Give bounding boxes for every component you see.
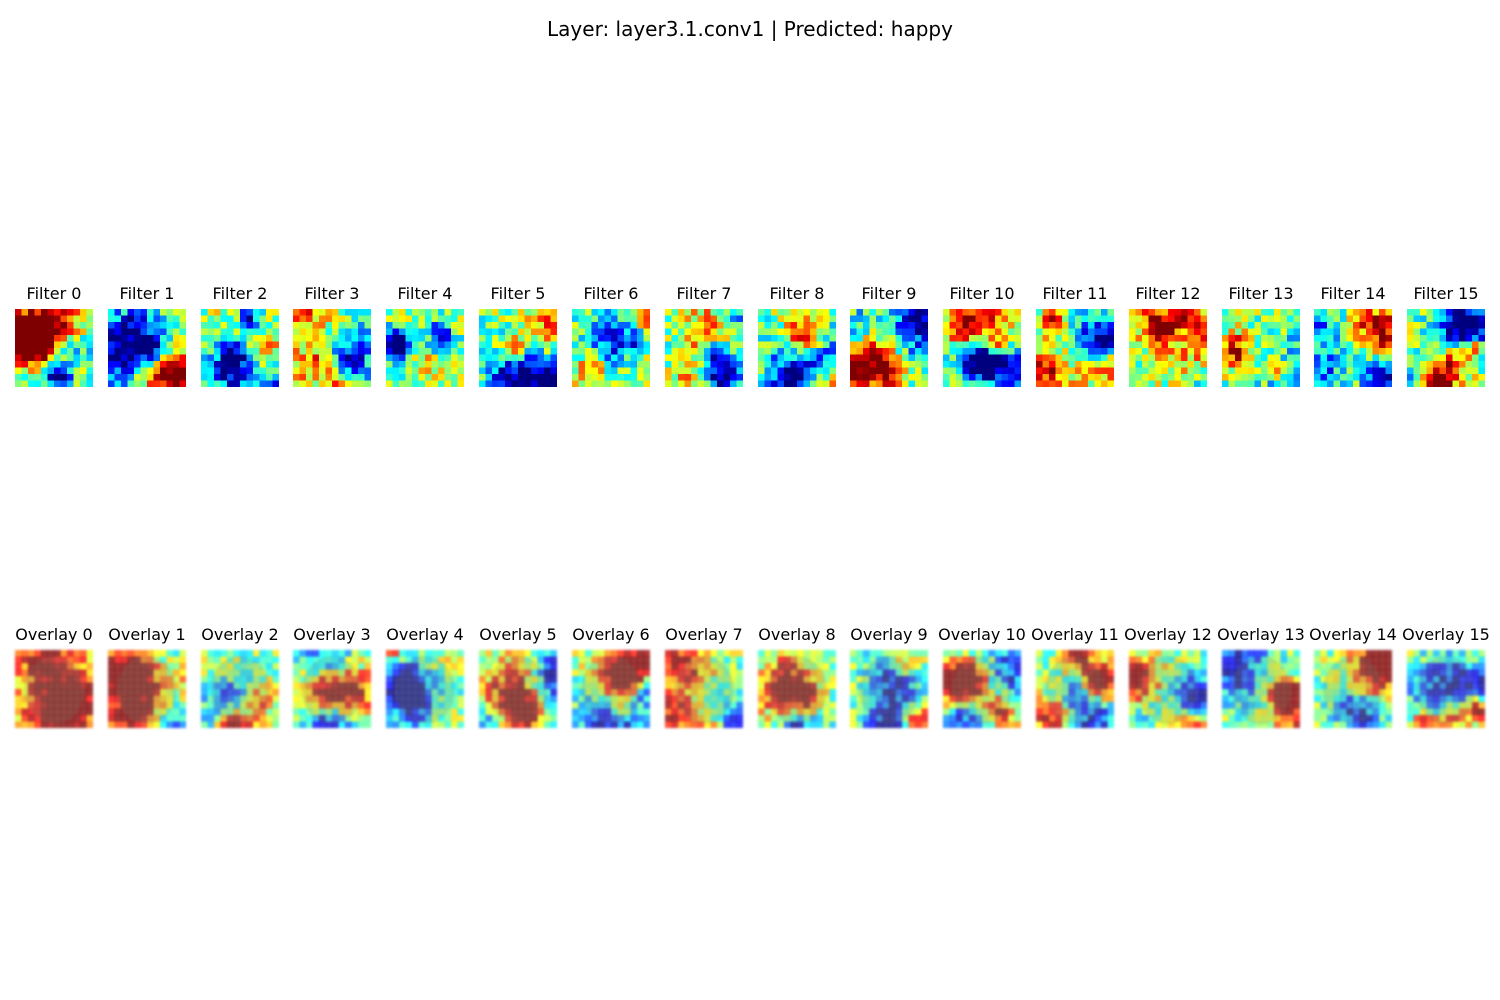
filter-activation-map [572,309,650,387]
overlay-title: Overlay 1 [108,625,186,644]
filter-title: Filter 8 [769,284,825,303]
overlay-heatmap-image [943,650,1021,728]
filter-activation-map [758,309,836,387]
overlay-title: Overlay 12 [1124,625,1212,644]
filter-activation-map [386,309,464,387]
overlay-title: Overlay 2 [201,625,279,644]
overlay-heatmap-image [850,650,928,728]
filter-activation-map [665,309,743,387]
filter-title: Filter 9 [861,284,917,303]
filter-activation-map [850,309,928,387]
overlay-heatmap-image [108,650,186,728]
filter-activation-map [108,309,186,387]
figure-title: Layer: layer3.1.conv1 | Predicted: happy [547,17,953,41]
overlay-title: Overlay 5 [479,625,557,644]
overlay-title: Overlay 11 [1031,625,1119,644]
overlay-heatmap-image [1036,650,1114,728]
filter-activation-map [1222,309,1300,387]
overlay-title: Overlay 6 [572,625,650,644]
overlay-heatmap-image [1222,650,1300,728]
filter-activation-map [201,309,279,387]
overlay-heatmap-image [386,650,464,728]
overlay-heatmap-image [15,650,93,728]
overlay-heatmap-image [758,650,836,728]
filter-activation-map [1407,309,1485,387]
filter-activation-map [293,309,371,387]
overlay-heatmap-image [572,650,650,728]
filter-title: Filter 10 [949,284,1015,303]
filter-activation-map [1036,309,1114,387]
overlay-heatmap-image [1129,650,1207,728]
filter-activation-map [943,309,1021,387]
overlay-heatmap-image [1407,650,1485,728]
filter-title: Filter 3 [304,284,360,303]
overlay-title: Overlay 0 [15,625,93,644]
overlay-title: Overlay 10 [938,625,1026,644]
overlay-title: Overlay 8 [758,625,836,644]
filter-title: Filter 14 [1320,284,1386,303]
overlay-title: Overlay 3 [293,625,371,644]
filter-title: Filter 15 [1413,284,1479,303]
overlay-title: Overlay 7 [665,625,743,644]
filter-title: Filter 12 [1135,284,1201,303]
overlay-heatmap-image [201,650,279,728]
overlay-title: Overlay 4 [386,625,464,644]
filter-title: Filter 4 [397,284,453,303]
overlay-title: Overlay 14 [1309,625,1397,644]
overlay-title: Overlay 13 [1217,625,1305,644]
filter-title: Filter 2 [212,284,268,303]
overlay-title: Overlay 9 [850,625,928,644]
filter-activation-map [479,309,557,387]
filter-activation-map [15,309,93,387]
overlay-heatmap-image [1314,650,1392,728]
filter-title: Filter 7 [676,284,732,303]
filter-title: Filter 5 [490,284,546,303]
overlay-title: Overlay 15 [1402,625,1490,644]
filter-activation-map [1129,309,1207,387]
filter-activation-map [1314,309,1392,387]
overlay-heatmap-image [293,650,371,728]
overlay-heatmap-image [665,650,743,728]
filter-title: Filter 11 [1042,284,1108,303]
overlay-heatmap-image [479,650,557,728]
filter-title: Filter 1 [119,284,175,303]
filter-title: Filter 6 [583,284,639,303]
filter-title: Filter 0 [26,284,82,303]
filter-title: Filter 13 [1228,284,1294,303]
